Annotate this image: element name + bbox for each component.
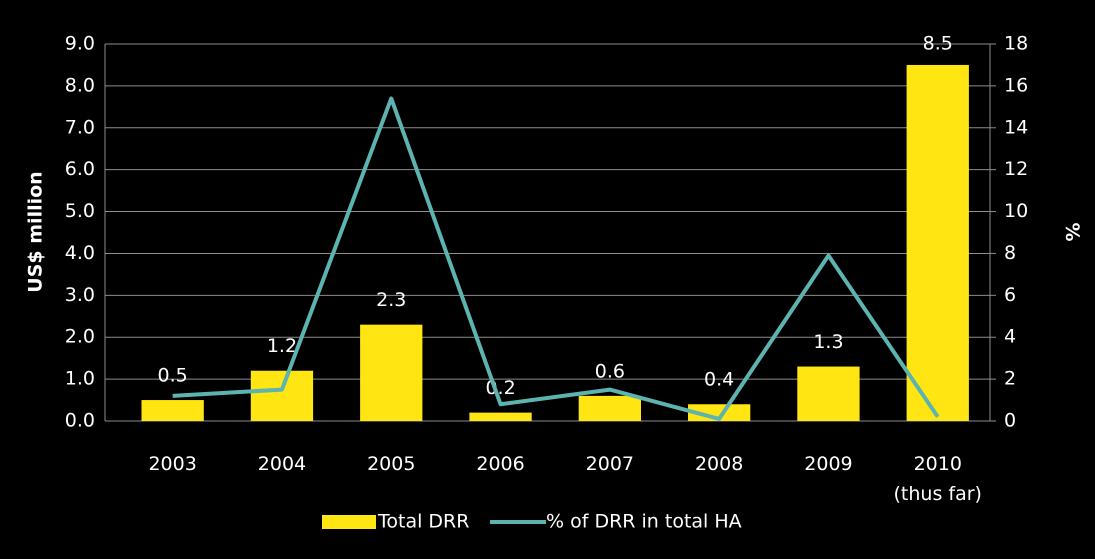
- y-tick-label: 7.0: [65, 116, 95, 138]
- y2-tick-label: 2: [1004, 368, 1016, 390]
- y2-tick-label: 14: [1004, 116, 1028, 138]
- y2-tick-label: 16: [1004, 74, 1028, 96]
- y2-tick-label: 0: [1004, 410, 1016, 432]
- x-tick-label: 2008: [695, 453, 743, 475]
- y-tick-label: 1.0: [65, 368, 95, 390]
- value-label: 0.4: [704, 369, 734, 391]
- y-tick-label: 5.0: [65, 200, 95, 222]
- bar: [578, 395, 642, 421]
- y2-tick-label: 18: [1004, 33, 1028, 55]
- bar: [687, 404, 751, 421]
- x-tick-label: 2006: [476, 453, 524, 475]
- bar: [469, 412, 532, 421]
- x-tick-label: 2005: [367, 453, 415, 475]
- y-tick-label: 9.0: [65, 33, 95, 55]
- y2-tick-label: 12: [1004, 158, 1028, 180]
- value-label: 1.2: [267, 335, 297, 357]
- value-label: 8.5: [923, 33, 953, 55]
- legend-label: % of DRR in total HA: [546, 511, 742, 533]
- y-tick-label: 6.0: [65, 158, 95, 180]
- bar: [797, 366, 860, 421]
- value-label: 0.5: [158, 365, 188, 387]
- legend-label: Total DRR: [377, 511, 469, 533]
- bar: [906, 64, 969, 421]
- y-tick-label: 2.0: [65, 326, 95, 348]
- y-tick-label: 3.0: [65, 284, 95, 306]
- value-label: 1.3: [813, 331, 843, 353]
- y2-tick-label: 6: [1004, 284, 1016, 306]
- y-tick-label: 8.0: [65, 74, 95, 96]
- legend-swatch: [322, 515, 376, 529]
- x-tick-label: 2003: [148, 453, 196, 475]
- x-tick-label: 2007: [586, 453, 634, 475]
- y2-tick-label: 8: [1004, 242, 1016, 264]
- y-tick-label: 0.0: [65, 410, 95, 432]
- y-axis-title: US$ million: [25, 171, 47, 292]
- value-label: 2.3: [376, 289, 406, 311]
- value-label: 0.6: [595, 360, 625, 382]
- bar: [250, 370, 314, 421]
- bar: [360, 324, 423, 421]
- bar: [141, 400, 204, 421]
- line-series: [172, 96, 940, 421]
- y2-tick-label: 10: [1004, 200, 1028, 222]
- x-tick-label: 2010 (thus far): [894, 453, 982, 505]
- y2-axis-title: %: [1063, 222, 1085, 241]
- x-tick-label: 2009: [804, 453, 852, 475]
- y2-tick-label: 4: [1004, 326, 1016, 348]
- x-tick-label: 2004: [258, 453, 306, 475]
- y-tick-label: 4.0: [65, 242, 95, 264]
